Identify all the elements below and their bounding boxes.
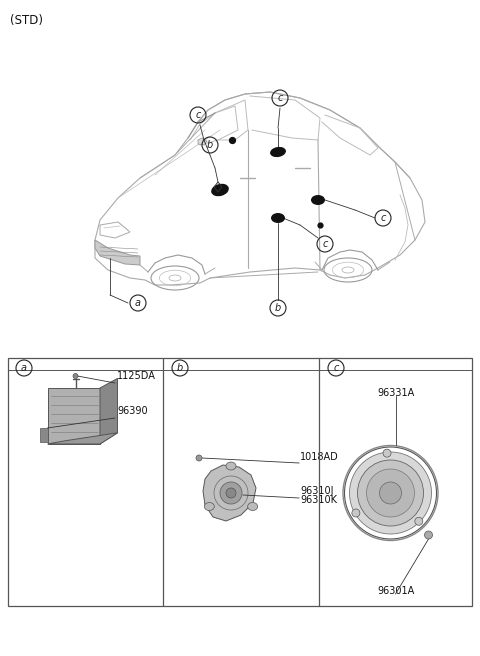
Circle shape [415,518,423,525]
Text: b: b [207,140,213,150]
Ellipse shape [270,147,286,157]
Polygon shape [198,138,207,145]
Text: a: a [135,298,141,308]
Polygon shape [48,433,118,444]
Polygon shape [203,465,256,521]
Text: c: c [333,363,339,373]
Bar [8,358,472,606]
Circle shape [352,509,360,517]
Circle shape [73,373,78,379]
Text: 1125DA: 1125DA [117,371,156,381]
Text: c: c [322,239,328,249]
Polygon shape [95,240,140,265]
Text: 96331A: 96331A [377,388,414,398]
Text: 96301A: 96301A [377,586,414,596]
Text: a: a [21,363,27,373]
Point [228,134,236,145]
Ellipse shape [367,469,415,517]
Text: c: c [380,213,386,223]
Text: 96390: 96390 [117,406,148,416]
Circle shape [196,455,202,461]
Ellipse shape [226,488,236,498]
Text: 1018AD: 1018AD [300,452,339,462]
Ellipse shape [248,502,258,510]
Text: b: b [275,303,281,313]
Bar [39,428,48,442]
Text: c: c [277,93,283,103]
Ellipse shape [271,213,285,223]
Ellipse shape [380,482,401,504]
Circle shape [383,449,391,457]
Ellipse shape [211,184,229,196]
Ellipse shape [226,462,236,470]
Text: b: b [177,363,183,373]
Circle shape [424,531,432,539]
Ellipse shape [220,482,242,504]
Ellipse shape [358,460,423,526]
Ellipse shape [311,195,325,205]
Ellipse shape [204,502,215,510]
Text: 96310K: 96310K [300,495,337,505]
Point [316,220,324,230]
Text: c: c [195,110,201,120]
Ellipse shape [349,452,432,534]
Polygon shape [48,388,100,444]
Polygon shape [100,379,118,444]
Text: (STD): (STD) [10,14,43,27]
Text: 96310J: 96310J [300,486,334,496]
